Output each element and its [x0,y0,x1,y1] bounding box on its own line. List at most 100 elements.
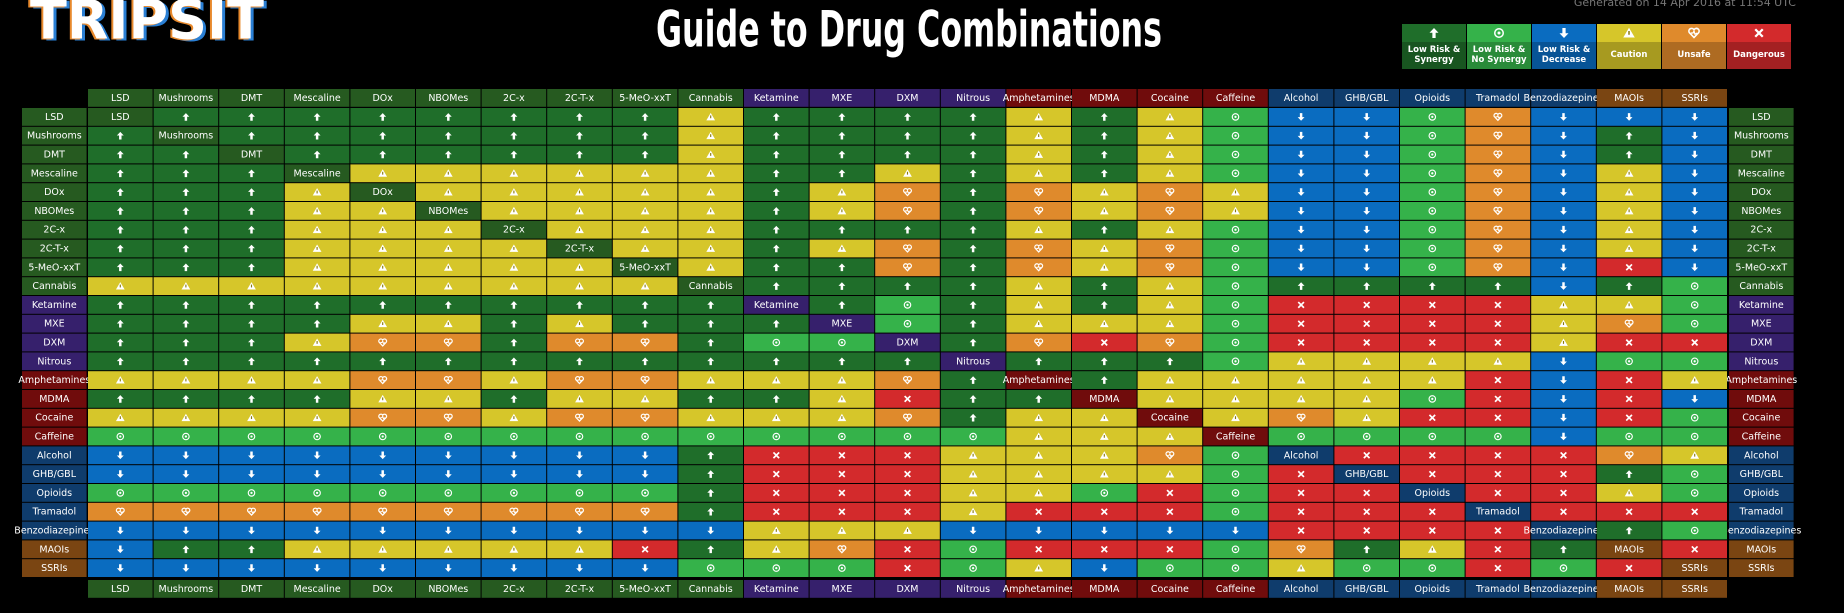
arrow [1363,150,1371,159]
row-header [22,296,87,314]
risk-icon [443,225,453,234]
ring [313,489,321,497]
heart [1493,112,1503,122]
column-header-label: Mescaline [294,584,341,595]
risk-icon [968,488,978,497]
self-cell [612,258,678,277]
cross [1035,545,1043,553]
risk-icon [1099,206,1109,215]
risk-icon [838,508,846,516]
ring [1494,432,1502,441]
risk-icon [707,395,715,403]
risk-icon [1231,169,1240,178]
exclaim [382,246,384,250]
exclaim [578,547,581,551]
dot [1234,472,1237,476]
arrow [116,526,124,535]
risk-icon [706,150,716,158]
ring [1231,489,1240,497]
arrow [1297,169,1305,178]
row-header [1729,202,1794,220]
risk-icon [182,244,190,253]
exclaim [1169,397,1171,401]
heart [1165,206,1175,216]
row-header [1729,314,1794,333]
risk-icon [1560,413,1567,422]
column-header-label: 2C-T-x [565,584,595,595]
risk-icon [707,338,715,347]
risk-icon [1165,376,1175,384]
row-header [22,352,87,371]
heart [312,507,322,517]
legend-label: Low Risk & Synergy [1407,45,1461,65]
heart-line [1626,321,1632,326]
risk-icon [1690,470,1699,478]
risk-icon [1690,413,1699,422]
risk-icon [1625,282,1633,290]
arrow [116,301,124,309]
ring [1231,470,1240,478]
column-header-label: DOx [372,584,393,595]
column-header [1465,580,1531,598]
heart-line [642,377,648,382]
ring [1690,413,1699,422]
arrow [379,131,387,140]
risk-icon [510,564,518,572]
risk-icon [313,319,321,328]
self-cell-label: MAOIs [1614,544,1644,555]
risk-icon [575,319,584,328]
cross [1494,545,1502,553]
row-header-label: Alcohol [1744,450,1779,461]
exclaim [1234,209,1237,213]
heart-line [905,245,911,251]
risk-icon [1363,207,1371,215]
arrow [969,395,977,403]
arrow [641,451,649,460]
risk-icon [1297,150,1305,159]
risk-icon [1494,414,1502,422]
risk-icon [181,282,191,290]
risk-icon [1493,244,1503,253]
risk-icon [182,263,190,272]
cross [904,470,911,478]
title: Guide to Drug Combinations [656,1,1162,59]
risk-icon [1427,376,1437,384]
exclaim [841,528,843,532]
column-header-label: Caffeine [1216,584,1256,595]
exclaim [1169,472,1171,476]
risk-icon [1297,320,1305,328]
risk-icon [1493,150,1503,159]
risk-icon [379,131,387,140]
risk-icon [1165,470,1175,478]
column-header-label: Cocaine [1151,93,1189,104]
risk-icon [1165,150,1175,158]
risk-icon [903,244,912,253]
risk-icon [969,395,977,403]
row-header-label: DOx [1751,187,1772,198]
risk-icon [575,413,584,423]
ring [969,564,977,572]
column-header [219,580,284,598]
self-cell [1137,408,1203,427]
risk-icon [1034,150,1044,158]
arrow [1297,244,1305,253]
ring [378,432,387,441]
arrow [379,113,387,121]
risk-icon [509,413,519,422]
risk-icon [1690,282,1699,290]
cross [1625,508,1633,516]
risk-icon [248,395,255,403]
risk-icon [1624,319,1634,329]
risk-icon [1560,244,1567,253]
arrow [772,319,780,328]
row-header [1729,108,1794,126]
exclaim [513,209,515,213]
risk-icon [1625,508,1633,516]
risk-icon [182,225,190,234]
row-header-label: Ketamine [1739,300,1784,311]
arrow [510,526,518,535]
dot [1234,172,1237,175]
arrow [444,301,452,309]
cross [1100,508,1108,516]
arrow [969,301,977,309]
